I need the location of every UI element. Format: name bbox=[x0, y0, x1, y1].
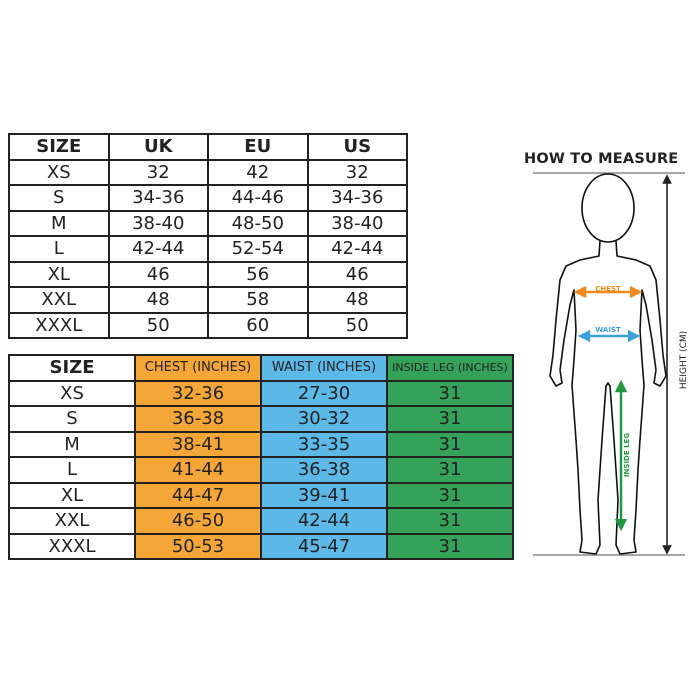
table-cell: 30-32 bbox=[260, 405, 388, 433]
table-cell: L bbox=[8, 235, 110, 263]
table-cell: 36-38 bbox=[260, 456, 388, 484]
table-cell: M bbox=[8, 430, 136, 458]
table-cell: 42 bbox=[207, 158, 309, 186]
table-cell: 42-44 bbox=[260, 507, 388, 535]
table-row: S 34-36 44-46 34-36 bbox=[8, 184, 408, 212]
table-cell: 34-36 bbox=[306, 184, 408, 212]
table-cell: 31 bbox=[386, 405, 514, 433]
table-row: S 36-38 30-32 31 bbox=[8, 405, 514, 433]
table-cell: S bbox=[8, 405, 136, 433]
table-row: XS 32 42 32 bbox=[8, 158, 408, 186]
table-header-row: SIZE CHEST (INCHES) WAIST (INCHES) INSID… bbox=[8, 354, 514, 382]
table-row: XL 46 56 46 bbox=[8, 260, 408, 288]
table-cell: 48 bbox=[306, 286, 408, 314]
table-row: M 38-41 33-35 31 bbox=[8, 430, 514, 458]
table-cell: XL bbox=[8, 260, 110, 288]
table-cell: XXL bbox=[8, 507, 136, 535]
table-cell: 56 bbox=[207, 260, 309, 288]
table-cell: 46 bbox=[107, 260, 209, 288]
table-row: XXXL 50 60 50 bbox=[8, 311, 408, 339]
header-size: SIZE bbox=[8, 354, 136, 382]
header-waist: WAIST (INCHES) bbox=[260, 354, 388, 382]
table-cell: 41-44 bbox=[134, 456, 262, 484]
table-cell: 27-30 bbox=[260, 379, 388, 407]
table-cell: XS bbox=[8, 158, 110, 186]
table-cell: 50-53 bbox=[134, 532, 262, 560]
table-cell: 52-54 bbox=[207, 235, 309, 263]
table-cell: 46 bbox=[306, 260, 408, 288]
table-row: XXL 46-50 42-44 31 bbox=[8, 507, 514, 535]
table-header-row: SIZE UK EU US bbox=[8, 133, 408, 161]
header-chest: CHEST (INCHES) bbox=[134, 354, 262, 382]
table-cell: XXXL bbox=[8, 532, 136, 560]
waist-label: WAIST bbox=[595, 326, 620, 334]
table-cell: 38-41 bbox=[134, 430, 262, 458]
table-cell: XS bbox=[8, 379, 136, 407]
how-to-measure-title: HOW TO MEASURE bbox=[524, 151, 679, 167]
table-cell: 33-35 bbox=[260, 430, 388, 458]
header-us: US bbox=[306, 133, 408, 161]
table-cell: 34-36 bbox=[107, 184, 209, 212]
measurement-table: SIZE CHEST (INCHES) WAIST (INCHES) INSID… bbox=[8, 354, 514, 560]
table-cell: XXXL bbox=[8, 311, 110, 339]
table-row: L 41-44 36-38 31 bbox=[8, 456, 514, 484]
table-cell: 58 bbox=[207, 286, 309, 314]
table-cell: 38-40 bbox=[107, 209, 209, 237]
table-cell: 38-40 bbox=[306, 209, 408, 237]
table-row: L 42-44 52-54 42-44 bbox=[8, 235, 408, 263]
table-cell: 36-38 bbox=[134, 405, 262, 433]
table-cell: 39-41 bbox=[260, 481, 388, 509]
table-cell: 60 bbox=[207, 311, 309, 339]
table-row: XXXL 50-53 45-47 31 bbox=[8, 532, 514, 560]
table-cell: 44-46 bbox=[207, 184, 309, 212]
table-cell: 50 bbox=[107, 311, 209, 339]
header-eu: EU bbox=[207, 133, 309, 161]
table-row: XL 44-47 39-41 31 bbox=[8, 481, 514, 509]
table-cell: 48 bbox=[107, 286, 209, 314]
table-cell: 31 bbox=[386, 430, 514, 458]
table-cell: XL bbox=[8, 481, 136, 509]
table-cell: XXL bbox=[8, 286, 110, 314]
table-cell: 31 bbox=[386, 481, 514, 509]
table-cell: 31 bbox=[386, 507, 514, 535]
header-inside-leg: INSIDE LEG (INCHES) bbox=[386, 354, 514, 382]
table-cell: 31 bbox=[386, 532, 514, 560]
child-silhouette bbox=[549, 173, 667, 555]
table-cell: 32 bbox=[306, 158, 408, 186]
table-cell: 46-50 bbox=[134, 507, 262, 535]
height-label: HEIGHT (CM) bbox=[679, 331, 689, 389]
table-cell: 48-50 bbox=[207, 209, 309, 237]
table-cell: S bbox=[8, 184, 110, 212]
table-cell: 42-44 bbox=[107, 235, 209, 263]
table-row: M 38-40 48-50 38-40 bbox=[8, 209, 408, 237]
table-cell: M bbox=[8, 209, 110, 237]
table-cell: 42-44 bbox=[306, 235, 408, 263]
table-row: XS 32-36 27-30 31 bbox=[8, 379, 514, 407]
table-cell: 45-47 bbox=[260, 532, 388, 560]
inside-leg-label: INSIDE LEG bbox=[623, 433, 631, 477]
table-cell: 31 bbox=[386, 456, 514, 484]
size-conversion-table: SIZE UK EU US XS 32 42 32 S 34-36 44-46 34-36 M 3… bbox=[8, 133, 408, 339]
header-size: SIZE bbox=[8, 133, 110, 161]
table-cell: 44-47 bbox=[134, 481, 262, 509]
table-row: XXL 48 58 48 bbox=[8, 286, 408, 314]
body-measure-diagram: CHEST WAIST INSIDE LEG HEIGHT (CM) bbox=[533, 172, 689, 556]
table-cell: 50 bbox=[306, 311, 408, 339]
chest-label: CHEST bbox=[595, 285, 621, 293]
table-cell: 32-36 bbox=[134, 379, 262, 407]
table-cell: 32 bbox=[107, 158, 209, 186]
header-uk: UK bbox=[107, 133, 209, 161]
table-cell: L bbox=[8, 456, 136, 484]
table-cell: 31 bbox=[386, 379, 514, 407]
